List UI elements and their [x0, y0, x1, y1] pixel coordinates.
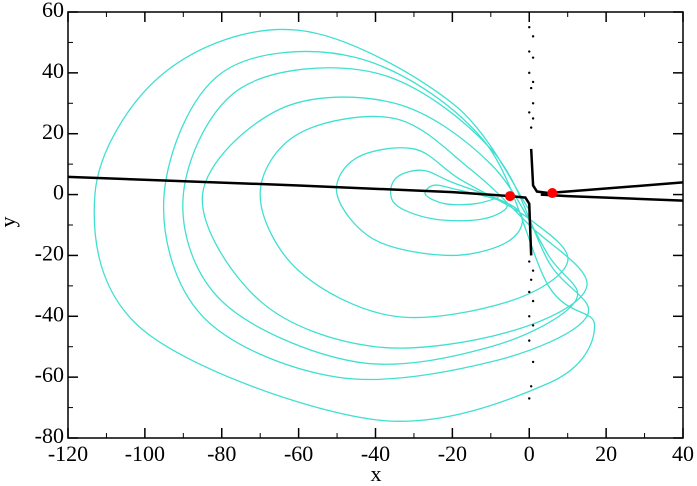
manifold-line: [529, 148, 683, 195]
x-tick-label: -20: [438, 441, 467, 466]
marker: [505, 191, 516, 202]
x-tick-label: -40: [361, 441, 390, 466]
manifold-line: [68, 175, 533, 256]
dot: [531, 117, 535, 120]
plot-area: [68, 26, 683, 422]
y-tick-label: -80: [35, 423, 64, 448]
dot: [531, 269, 535, 272]
y-tick-label: 0: [53, 180, 64, 205]
x-tick-label: 40: [672, 441, 694, 466]
dot: [528, 397, 531, 400]
dot: [531, 80, 535, 84]
dot: [528, 26, 531, 29]
x-tick-label: -100: [125, 441, 165, 466]
dot: [528, 315, 531, 318]
dot: [531, 35, 535, 38]
y-tick-label: -20: [35, 240, 64, 265]
dot: [529, 126, 533, 129]
y-tick-label: 60: [42, 0, 64, 22]
dot: [529, 385, 533, 388]
x-tick-label: 0: [524, 441, 535, 466]
dot: [528, 50, 531, 53]
dot: [529, 86, 533, 90]
dot: [531, 299, 535, 303]
dot: [531, 102, 535, 105]
marker: [547, 188, 558, 199]
dot: [529, 278, 533, 281]
x-tick-label: -60: [284, 441, 313, 466]
x-axis-label: x: [371, 461, 382, 486]
dot: [531, 56, 535, 59]
y-tick-label: -40: [35, 301, 64, 326]
y-tick-label: -60: [35, 362, 64, 387]
y-tick-label: 20: [42, 119, 64, 144]
y-axis-label: y: [0, 217, 20, 228]
dot: [528, 339, 531, 342]
dot: [531, 360, 535, 364]
x-tick-label: -80: [207, 441, 236, 466]
x-tick-label: 20: [595, 441, 617, 466]
manifold-line: [540, 193, 683, 202]
dot: [528, 111, 531, 114]
dot: [528, 260, 531, 263]
x-tick-label: -120: [48, 441, 88, 466]
y-tick-label: 40: [42, 58, 64, 83]
trajectory: [93, 28, 596, 422]
dot: [528, 290, 531, 294]
dot: [528, 71, 531, 75]
dot: [531, 324, 535, 327]
